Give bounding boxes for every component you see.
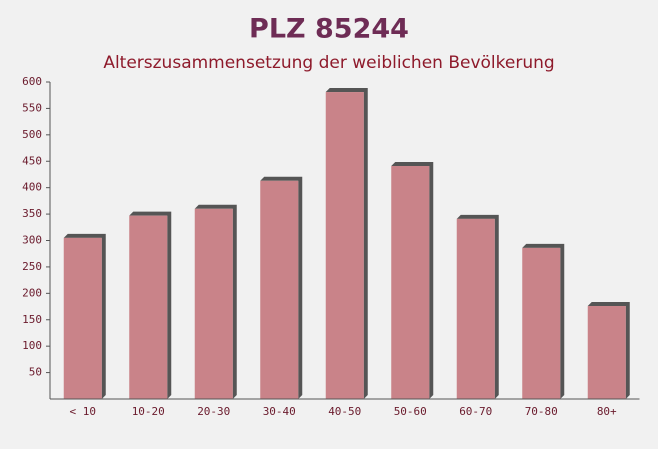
bar xyxy=(194,208,233,399)
bar xyxy=(391,166,430,399)
y-tick-label: 150 xyxy=(22,313,42,326)
bar xyxy=(456,218,495,399)
y-tick-label: 350 xyxy=(22,207,42,220)
chart-title: PLZ 85244 xyxy=(249,14,409,45)
x-tick-label: 40-50 xyxy=(328,405,361,418)
y-tick-label: 200 xyxy=(22,286,42,299)
x-tick-label: 60-70 xyxy=(459,405,492,418)
bar xyxy=(522,247,561,399)
bar xyxy=(260,180,299,399)
bar xyxy=(63,237,102,399)
x-tick-label: 30-40 xyxy=(263,405,296,418)
chart-subtitle: Alterszusammensetzung der weiblichen Bev… xyxy=(103,53,554,73)
x-tick-label: 70-80 xyxy=(525,405,558,418)
y-tick-label: 300 xyxy=(22,234,42,247)
y-tick-label: 600 xyxy=(22,75,42,88)
x-tick-label: < 10 xyxy=(70,405,97,418)
y-tick-label: 500 xyxy=(22,128,42,141)
y-tick-label: 250 xyxy=(22,260,42,273)
x-tick-label: 80+ xyxy=(597,405,617,418)
bar xyxy=(587,306,626,399)
bar xyxy=(129,215,168,399)
y-tick-label: 450 xyxy=(22,154,42,167)
y-tick-label: 50 xyxy=(29,366,42,379)
x-tick-label: 50-60 xyxy=(394,405,427,418)
bar xyxy=(325,92,364,399)
y-tick-label: 100 xyxy=(22,339,42,352)
y-tick-label: 550 xyxy=(22,101,42,114)
y-tick-label: 400 xyxy=(22,181,42,194)
x-tick-label: 20-30 xyxy=(197,405,230,418)
x-tick-label: 10-20 xyxy=(132,405,165,418)
